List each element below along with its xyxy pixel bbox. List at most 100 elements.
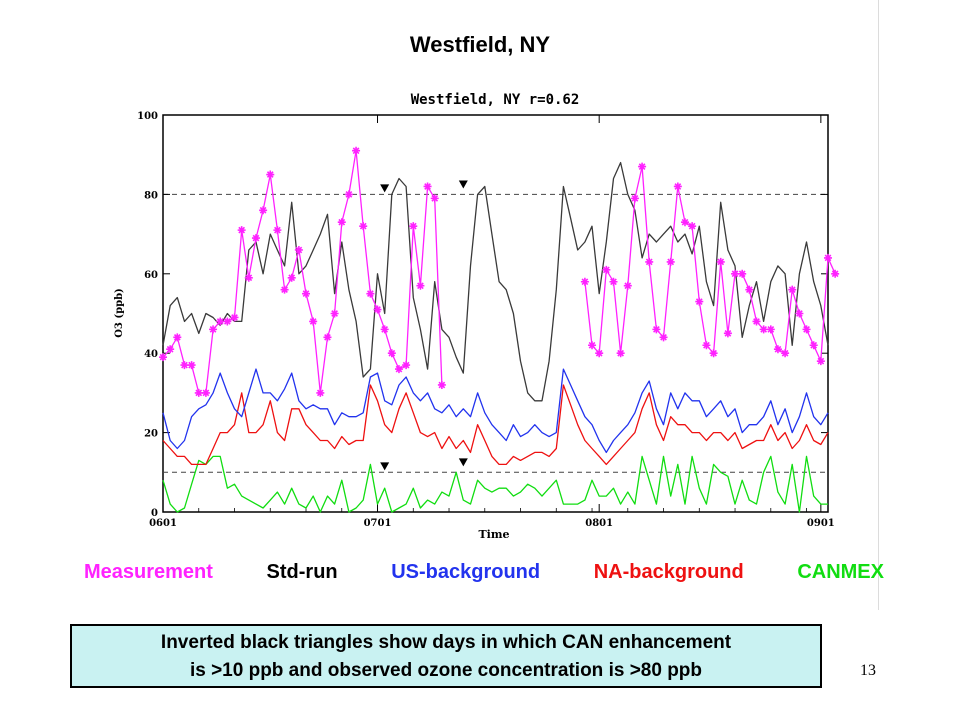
measurement-marker xyxy=(423,182,432,191)
plot-frame xyxy=(162,114,829,513)
measurement-marker xyxy=(824,253,832,262)
measurement-marker xyxy=(602,265,611,274)
measurement-marker xyxy=(595,349,604,358)
measurement-marker xyxy=(302,289,311,298)
measurement-marker xyxy=(173,333,182,342)
enhancement-triangle xyxy=(458,180,468,189)
measurement-marker xyxy=(645,257,654,266)
measurement-marker xyxy=(759,325,768,334)
measurement-marker xyxy=(731,269,740,278)
measurement-marker xyxy=(745,285,754,294)
x-tick-label: 0801 xyxy=(585,518,613,529)
measurement-marker xyxy=(623,281,632,290)
legend-std-run: Std-run xyxy=(266,561,338,583)
measurement-marker xyxy=(580,277,589,286)
enhancement-triangle xyxy=(458,458,468,467)
measurement-marker xyxy=(251,234,260,243)
measurement-marker xyxy=(695,297,704,306)
measurement-marker xyxy=(194,388,203,397)
measurement-marker xyxy=(330,309,339,318)
std-run-line xyxy=(162,161,829,402)
legend-canmex: CANMEX xyxy=(797,561,884,583)
measurement-marker xyxy=(673,182,682,191)
chart-inner-title: Westfield, NY r=0.62 xyxy=(411,92,580,108)
x-tick-label: 0601 xyxy=(149,518,177,529)
y-tick-label: 60 xyxy=(144,270,158,281)
legend-na-background: NA-background xyxy=(593,561,744,583)
measurement-marker xyxy=(752,317,761,326)
measurement-marker xyxy=(666,257,675,266)
measurement-marker xyxy=(616,349,625,358)
measurement-marker xyxy=(788,285,797,294)
measurement-marker xyxy=(166,345,175,354)
measurement-marker xyxy=(309,317,318,326)
measurement-marker xyxy=(781,349,790,358)
measurement-marker xyxy=(416,281,425,290)
y-tick-label: 100 xyxy=(137,111,158,122)
measurement-marker xyxy=(652,325,661,334)
measurement-marker xyxy=(630,194,639,203)
page-number: 13 xyxy=(860,662,876,679)
na-background-line xyxy=(162,384,829,466)
measurement-marker xyxy=(344,190,353,199)
measurement-marker xyxy=(337,218,346,227)
measurement-marker xyxy=(259,206,268,215)
measurement-marker xyxy=(702,341,711,350)
measurement-marker xyxy=(273,226,282,235)
measurement-marker xyxy=(294,245,303,254)
y-tick-label: 40 xyxy=(144,349,158,360)
measurement-line xyxy=(162,150,443,394)
measurement-marker xyxy=(244,273,253,282)
measurement-marker xyxy=(394,365,403,374)
measurement-marker xyxy=(831,269,840,278)
enhancement-triangle xyxy=(380,184,390,193)
measurement-marker xyxy=(366,289,375,298)
measurement-marker xyxy=(766,325,775,334)
measurement-marker xyxy=(323,333,332,342)
slide-title: Westfield, NY xyxy=(409,32,551,57)
measurement-marker xyxy=(716,257,725,266)
measurement-marker xyxy=(380,325,389,334)
legend: Measurement Std-run US-background NA-bac… xyxy=(84,561,884,584)
measurement-marker xyxy=(723,329,732,338)
measurement-marker xyxy=(159,353,167,362)
measurement-marker xyxy=(180,361,189,370)
measurement-marker xyxy=(230,313,239,322)
x-axis-label: Time xyxy=(478,528,509,541)
measurement-marker xyxy=(638,162,647,171)
measurement-marker xyxy=(688,222,697,231)
y-tick-label: 0 xyxy=(151,508,158,519)
measurement-marker xyxy=(816,357,825,366)
ozone-chart: Westfield, NY r=0.62 Time O3 (ppb) 0 20 40… xyxy=(114,92,840,541)
x-tick-label: 0901 xyxy=(807,518,835,529)
measurement-marker xyxy=(201,388,210,397)
us-background-line xyxy=(162,368,829,454)
measurement-marker xyxy=(387,349,396,358)
measurement-marker xyxy=(738,269,747,278)
measurement-marker xyxy=(287,273,296,282)
y-tick-label: 80 xyxy=(144,190,158,201)
measurement-marker xyxy=(352,146,361,155)
y-axis-label: O3 (ppb) xyxy=(114,288,125,338)
measurement-marker xyxy=(809,341,818,350)
measurement-marker xyxy=(795,309,804,318)
measurement-marker xyxy=(280,285,289,294)
measurement-marker xyxy=(223,317,232,326)
measurement-marker xyxy=(237,226,246,235)
note-box: Inverted black triangles show days in wh… xyxy=(70,624,822,688)
measurement-marker xyxy=(588,341,597,350)
measurement-marker xyxy=(659,333,668,342)
y-tick-label: 20 xyxy=(144,429,158,440)
measurement-marker xyxy=(709,349,718,358)
measurement-marker xyxy=(773,345,782,354)
legend-us-background: US-background xyxy=(391,561,541,583)
measurement-marker xyxy=(430,194,439,203)
note-line-2: is >10 ppb and observed ozone concentrat… xyxy=(189,660,703,681)
measurement-marker xyxy=(402,361,411,370)
measurement-marker xyxy=(209,325,218,334)
measurement-marker xyxy=(316,388,325,397)
measurement-marker xyxy=(609,277,618,286)
measurement-marker xyxy=(187,361,196,370)
measurement-marker xyxy=(409,222,418,231)
measurement-marker xyxy=(437,380,446,389)
